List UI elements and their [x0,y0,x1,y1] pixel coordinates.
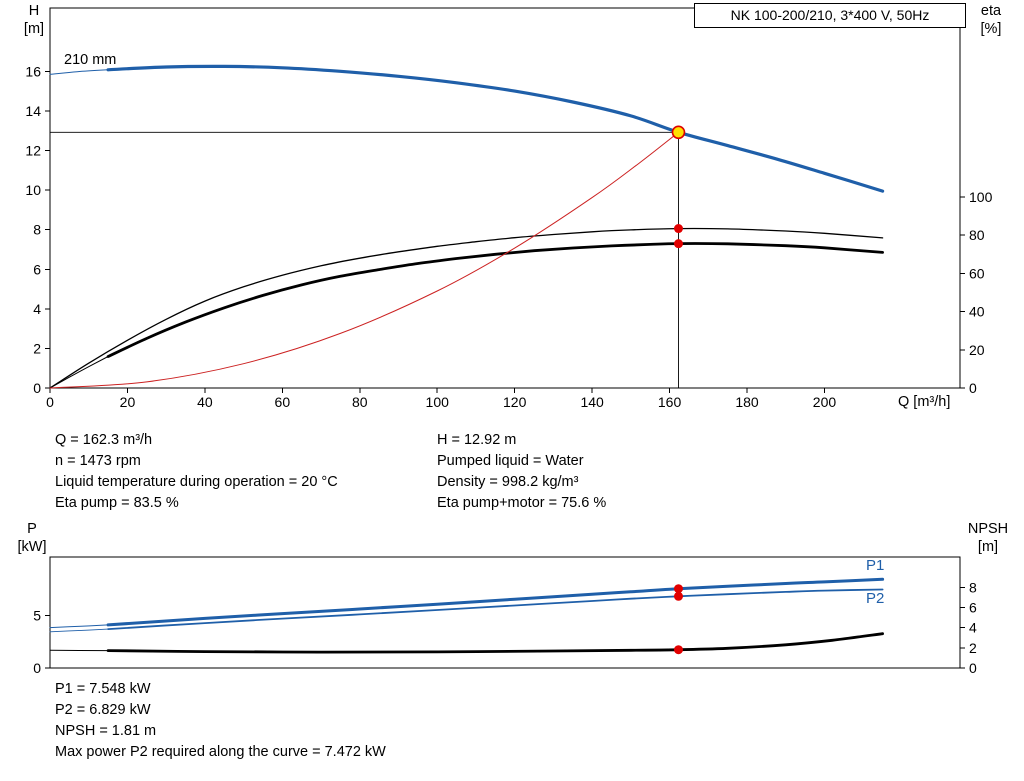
p-axis-symbol: P [27,521,37,537]
info-head: H = 12.92 m [437,432,517,448]
p1-curve-label: P1 [866,557,885,574]
npsh-axis-unit: [m] [977,539,999,555]
head-curve-210mm [106,64,885,193]
eta-pump-curve [49,227,884,389]
info-p1: P1 = 7.548 kW [55,681,151,697]
q-axis-label: Q [m³/h] [898,394,951,410]
x-tick-label: 180 [735,394,759,410]
y-right-tick-label: 2 [969,640,977,656]
pump-title-box: NK 100-200/210, 3*400 V, 50Hz [694,3,966,28]
eta-axis-unit: [%] [980,21,1002,37]
head-curve-lead [49,69,109,75]
h-axis-unit: [m] [23,21,45,37]
y-right-tick-label: 100 [969,189,993,205]
y-right-tick-label: 0 [969,660,977,676]
x-tick-label: 200 [813,394,837,410]
x-tick-label: 160 [658,394,682,410]
y-right-tick-label: 20 [969,342,985,358]
eta-pump-point [673,224,683,234]
info-max-p2: Max power P2 required along the curve = … [55,744,386,760]
y-left-tick-label: 2 [33,340,41,356]
y-right-tick-label: 40 [969,304,985,320]
x-tick-label: 0 [46,394,54,410]
x-tick-label: 80 [352,394,368,410]
eta-pump-motor-lead [49,356,109,389]
y-left-tick-label: 4 [33,301,41,317]
y-right-tick-label: 0 [969,380,977,396]
y-left-tick-label: 16 [25,63,41,79]
info-eta-pump-motor: Eta pump+motor = 75.6 % [437,495,607,511]
npsh-curve [106,632,884,654]
duty-point[interactable] [671,125,686,140]
system-curve [49,131,679,389]
x-tick-label: 120 [503,394,527,410]
npsh-axis-title: NPSH [m] [958,520,1018,556]
y-right-tick-label: 6 [969,599,977,615]
power-info-column: P1 = 7.548 kW P2 = 6.829 kW NPSH = 1.81 … [55,679,386,763]
p1-point [673,584,683,594]
y-left-tick-label: 14 [25,103,41,119]
info-flow: Q = 162.3 m³/h [55,432,153,448]
p2-point [673,591,683,601]
info-pumped-liquid: Pumped liquid = Water [437,453,584,469]
y-right-tick-label: 4 [969,620,977,636]
x-tick-label: 100 [426,394,450,410]
y-right-tick-label: 60 [969,265,985,281]
y-left-tick-label: 0 [33,660,41,676]
p1-curve-lead [49,624,109,629]
y-left-tick-label: 10 [25,182,41,198]
y-right-tick-label: 80 [969,227,985,243]
eta-axis-title: eta [%] [966,2,1016,38]
x-tick-label: 60 [275,394,291,410]
info-npsh: NPSH = 1.81 m [55,723,157,739]
plot-frame [49,556,961,669]
duty-info-right-column: H = 12.92 m Pumped liquid = Water Densit… [437,430,606,514]
info-density: Density = 998.2 kg/m³ [437,474,579,490]
info-p2: P2 = 6.829 kW [55,702,151,718]
p2-curve-label: P2 [866,590,885,607]
y-left-tick-label: 6 [33,261,41,277]
info-eta-pump: Eta pump = 83.5 % [55,495,179,511]
npsh-point [673,645,683,655]
y-left-tick-label: 12 [25,143,41,159]
y-right-tick-label: 8 [969,579,977,595]
info-speed: n = 1473 rpm [55,453,141,469]
p2-curve [107,588,884,630]
impeller-diameter-label: 210 mm [64,52,117,68]
eta-pump-motor-curve [106,242,884,358]
p-axis-title: P [kW] [10,520,54,556]
x-tick-label: 40 [197,394,213,410]
plot-frame [49,7,961,389]
p2-curve-lead [49,628,109,633]
x-tick-label: 140 [580,394,604,410]
x-tick-label: 20 [120,394,136,410]
y-left-tick-label: 5 [33,607,41,623]
p-axis-unit: [kW] [17,539,47,555]
eta-axis-symbol: eta [980,3,1002,19]
eta-pump-motor-point [673,239,683,249]
y-left-tick-label: 8 [33,222,41,238]
p1-curve [106,577,885,627]
h-axis-symbol: H [28,3,40,19]
y-left-tick-label: 0 [33,380,41,396]
info-liquid-temperature: Liquid temperature during operation = 20… [55,474,338,490]
npsh-axis-symbol: NPSH [967,521,1009,537]
h-axis-title: H [m] [16,2,52,38]
duty-info-left-column: Q = 162.3 m³/h n = 1473 rpm Liquid tempe… [55,430,338,514]
